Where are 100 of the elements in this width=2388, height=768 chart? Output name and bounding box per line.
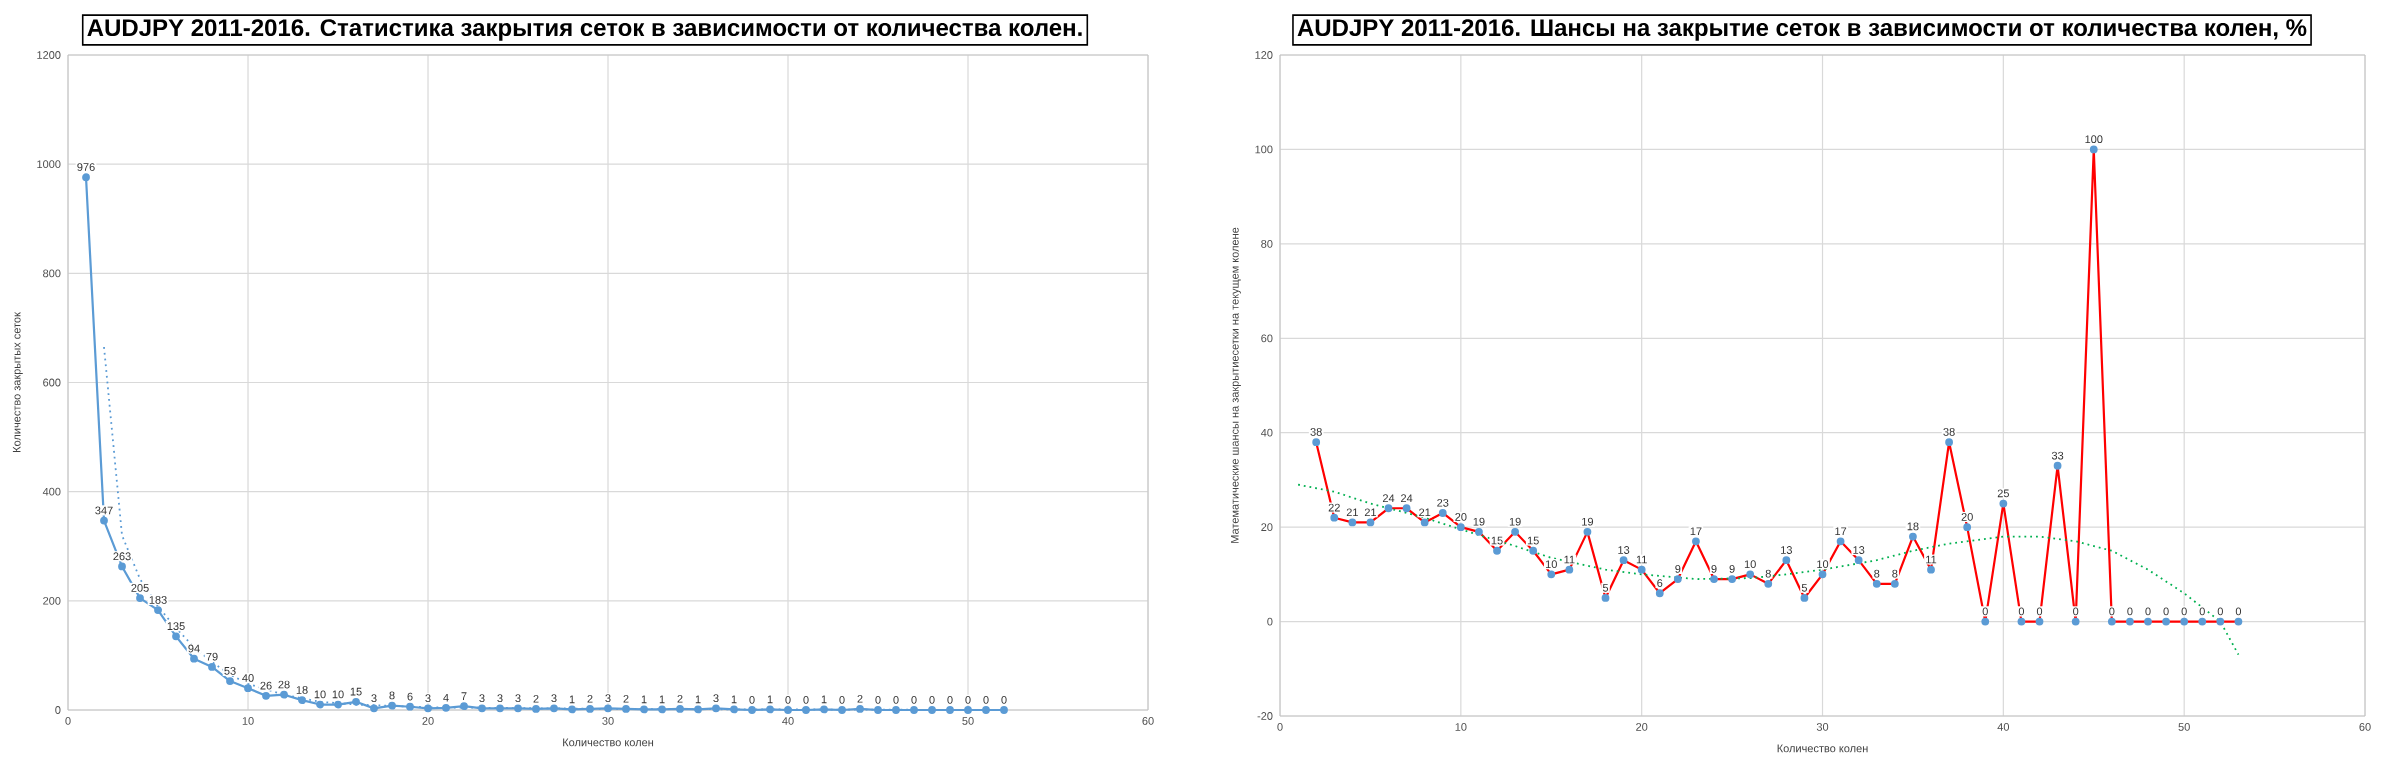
point	[694, 705, 702, 714]
data-label: 24	[1382, 494, 1395, 502]
data-label: 15	[1491, 536, 1503, 545]
point	[658, 705, 666, 714]
point	[748, 706, 756, 714]
point	[298, 696, 306, 705]
data-label: 8	[1765, 569, 1771, 578]
data-label: 6	[1657, 579, 1663, 587]
data-label: 28	[278, 680, 290, 689]
data-label: 347	[95, 506, 113, 515]
y-tick-label: 20	[1261, 523, 1273, 532]
y-tick-label: 200	[43, 596, 61, 605]
point	[280, 690, 288, 699]
data-label: 3	[497, 694, 503, 703]
data-label: 1	[659, 695, 665, 704]
data-label: 0	[2109, 607, 2115, 616]
x-tick-label: 40	[782, 717, 794, 725]
data-label: 20	[1961, 513, 1973, 521]
y-tick-label: 60	[1261, 334, 1273, 343]
data-label: 2	[677, 694, 683, 703]
data-label: 18	[296, 686, 308, 694]
data-label: 24	[1401, 494, 1413, 502]
point	[460, 702, 468, 711]
data-label: 19	[1509, 517, 1521, 526]
y-axis-title: Количество закрытых сеток	[12, 312, 23, 452]
data-label: 8	[1874, 569, 1880, 578]
point	[226, 677, 234, 685]
data-label: 19	[1473, 517, 1485, 526]
point	[442, 703, 450, 712]
data-label: 1	[767, 695, 773, 704]
point	[946, 706, 954, 714]
point	[802, 706, 810, 714]
y-tick-label: 40	[1260, 428, 1273, 437]
data-label: 0	[2145, 607, 2151, 616]
data-label: 53	[224, 666, 236, 675]
data-label: 21	[1364, 508, 1377, 517]
y-tick-label: 120	[1255, 51, 1273, 59]
data-label: 3	[371, 694, 377, 703]
point	[568, 705, 576, 714]
data-label: 33	[2051, 451, 2064, 460]
data-label: 976	[77, 163, 95, 171]
data-label: 7	[461, 692, 467, 700]
data-label: 205	[131, 584, 149, 592]
data-label: 13	[1618, 546, 1630, 554]
x-tick-label: 0	[1277, 723, 1283, 731]
point	[712, 704, 720, 713]
x-tick-label: 50	[962, 717, 974, 725]
line-series	[1297, 483, 2240, 656]
point	[424, 704, 432, 713]
data-label: 0	[983, 695, 989, 704]
point	[856, 705, 864, 713]
data-label: 0	[893, 695, 899, 704]
data-label: 2	[587, 694, 593, 703]
x-tick-label: 20	[1636, 723, 1648, 731]
x-tick-label: 20	[422, 717, 434, 725]
point	[820, 705, 828, 714]
point	[622, 705, 630, 713]
x-tick-label: 10	[1455, 723, 1467, 731]
data-label: 3	[551, 694, 557, 703]
point	[874, 706, 882, 714]
point	[190, 654, 198, 663]
y-tick-label: 1200	[37, 51, 61, 59]
data-label: 183	[149, 596, 167, 604]
data-label: 10	[332, 690, 344, 699]
point	[172, 632, 180, 641]
data-label: 0	[947, 695, 953, 704]
point	[154, 606, 162, 615]
point	[334, 700, 342, 709]
point	[910, 706, 918, 714]
point	[118, 562, 126, 571]
data-label: 23	[1437, 498, 1449, 507]
y-tick-label: 1000	[37, 160, 61, 169]
point	[964, 706, 972, 714]
data-label: 18	[1907, 522, 1919, 531]
x-tick-label: 60	[2359, 723, 2371, 731]
x-tick-label: 60	[1142, 717, 1154, 725]
x-tick-label: 40	[1997, 723, 2010, 731]
point	[604, 704, 612, 713]
data-label: 2	[623, 694, 629, 703]
point	[1000, 706, 1008, 714]
data-label: 0	[2199, 607, 2205, 616]
data-label: 22	[1328, 503, 1340, 512]
data-label: 3	[425, 694, 431, 703]
point	[730, 705, 738, 714]
data-label: 0	[2181, 607, 2187, 616]
data-label: 4	[443, 693, 449, 702]
data-label: 38	[1943, 428, 1955, 436]
point	[478, 704, 486, 713]
data-label: 9	[1711, 564, 1717, 573]
data-label: 263	[113, 552, 131, 561]
point	[550, 704, 558, 713]
data-label: 8	[389, 691, 395, 700]
point	[676, 705, 684, 713]
point	[136, 594, 144, 603]
y-tick-label: 400	[42, 487, 61, 496]
data-label: 3	[605, 694, 611, 703]
data-label: 1	[731, 695, 737, 704]
y-tick-label: 100	[1255, 145, 1273, 154]
data-label: 3	[479, 694, 485, 703]
data-label: 8	[1892, 569, 1898, 578]
